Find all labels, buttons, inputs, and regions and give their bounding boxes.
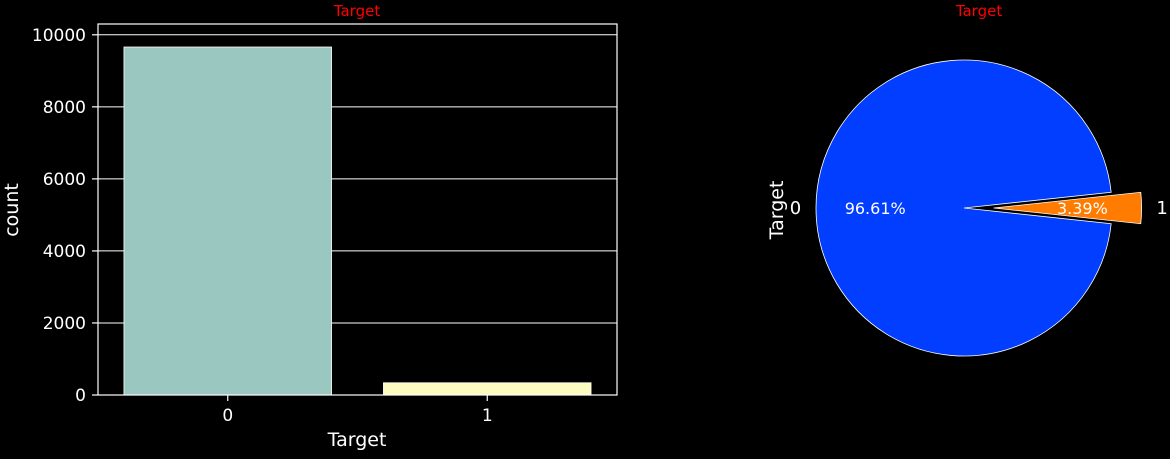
bar-x-tick-label: 0 [222,406,233,426]
bar-y-tick-label: 6000 [43,170,86,190]
bar-plot-frame [97,23,618,396]
bar-y-tick-label: 10000 [32,26,86,46]
pie-percent-label: 96.61% [845,199,906,218]
pie-slice-1 [993,191,1142,225]
bar-y-tick-label: 0 [75,386,86,406]
bar-x-tick-label: 1 [482,406,493,426]
bar-y-tick-label: 2000 [43,314,86,334]
pie-slice-0 [815,59,1112,357]
pie-percent-label: 3.39% [1057,199,1108,218]
bar-bars [123,46,592,396]
bar-0 [123,46,332,396]
pie-y-axis-label: Target [766,181,788,241]
pie-chart-title: Target [955,2,1003,20]
pie-labels: 96.61% 0 3.39% 1 [790,198,1168,219]
bar-x-axis-label: Target [327,429,387,451]
pie-slices [815,59,1142,357]
bar-y-axis-label: count [1,183,23,237]
pie-category-label: 0 [790,198,801,219]
bar-y-ticks: 0 2000 4000 6000 8000 10000 [32,26,98,406]
pie-chart: Target Target 96.61% 0 3.39% 1 [766,2,1168,357]
bar-chart-title: Target [333,2,381,20]
bar-y-tick-label: 8000 [43,98,86,118]
bar-y-tick-label: 4000 [43,242,86,262]
bar-1 [383,382,592,396]
pie-category-label: 1 [1156,198,1167,219]
